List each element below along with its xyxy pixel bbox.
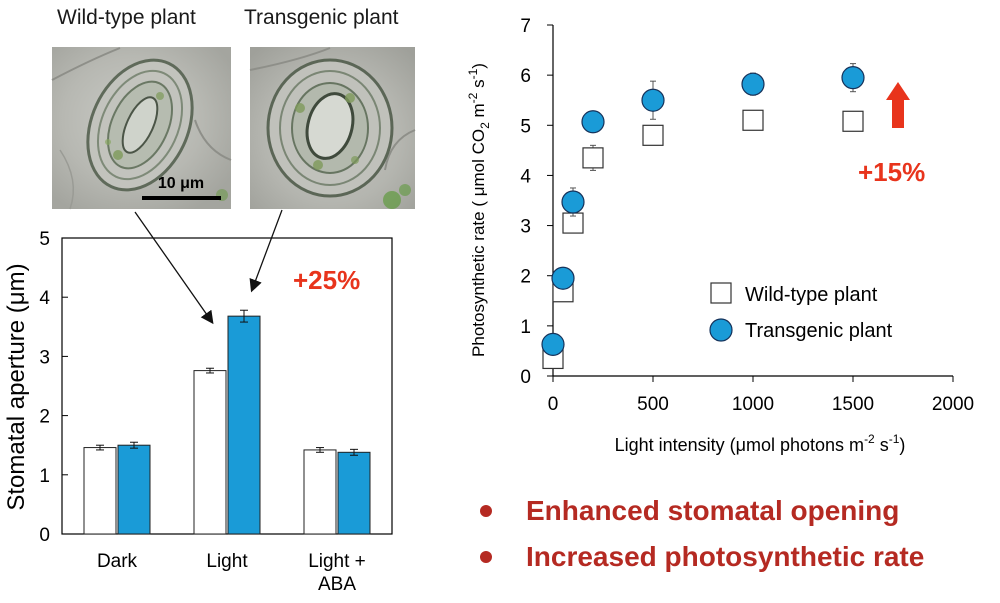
bar-y-tick-label: 0 xyxy=(39,525,50,546)
bar-category-label: Dark xyxy=(97,551,138,572)
scatter-y-tick-label: 7 xyxy=(520,16,531,37)
bar-y-tick-label: 3 xyxy=(39,347,50,368)
transgenic-point xyxy=(541,332,565,357)
scatter-y-tick-label: 3 xyxy=(520,217,531,238)
bullet-text: Enhanced stomatal opening xyxy=(526,495,900,526)
scatter-x-tick-label: 500 xyxy=(637,394,669,415)
wild-type-point xyxy=(742,109,764,131)
scatter-y-tick-label: 0 xyxy=(520,367,531,388)
bar-chart-annotation: +25% xyxy=(293,265,360,295)
scatter-x-axis-label: Light intensity (μmol photons m-2 s-1) xyxy=(615,432,906,455)
bar-y-tick-label: 2 xyxy=(39,407,50,428)
legend-transgenic-label: Transgenic plant xyxy=(745,320,893,342)
transgenic-point xyxy=(741,72,765,96)
wild-type-point xyxy=(582,147,604,169)
scatter-y-tick-label: 1 xyxy=(520,317,531,338)
transgenic-point xyxy=(561,190,585,214)
summary-bullets: Enhanced stomatal opening Increased phot… xyxy=(480,488,924,580)
scale-bar xyxy=(142,196,221,200)
bullet-item: Increased photosynthetic rate xyxy=(480,534,924,580)
transgenic-bar xyxy=(117,444,151,535)
wild-type-bar xyxy=(303,449,337,535)
bar-chart-y-axis-label: Stomatal aperture (μm) xyxy=(3,263,30,510)
bullet-text: Increased photosynthetic rate xyxy=(526,541,925,572)
legend-wild-type-marker xyxy=(710,282,732,304)
scatter-y-tick-label: 2 xyxy=(520,267,531,288)
bullet-dot xyxy=(480,505,492,517)
bullet-dot xyxy=(480,551,492,563)
transgenic-photo-label: Transgenic plant xyxy=(244,6,399,29)
scatter-x-tick-label: 1000 xyxy=(732,394,774,415)
scatter-legend: Wild-type plant Transgenic plant xyxy=(709,282,893,342)
transgenic-stomata-image xyxy=(249,47,416,209)
stomatal-aperture-bar-chart: Stomatal aperture (μm) +25% 0 1 2 3 4 5 Dark Li… xyxy=(3,229,393,595)
photosynthesis-scatter-chart: Photosynthetic rate ( μmol CO2 m-2 s-1) … xyxy=(466,16,974,455)
bullet-item: Enhanced stomatal opening xyxy=(480,488,924,534)
scatter-x-tick-label: 0 xyxy=(548,394,559,415)
transgenic-arrow xyxy=(249,209,283,293)
bar-y-tick-label: 4 xyxy=(39,288,50,309)
legend-wild-type-label: Wild-type plant xyxy=(745,284,878,306)
increase-arrow xyxy=(886,82,910,128)
scale-bar-label: 10 μm xyxy=(158,175,204,192)
bar-category-label: Light + ABA xyxy=(308,551,366,595)
bar-y-tick-label: 1 xyxy=(39,466,50,487)
wild-type-bar xyxy=(193,370,227,535)
wild-type-photo-label: Wild-type plant xyxy=(57,6,196,29)
transgenic-point xyxy=(581,110,605,134)
scatter-chart-annotation: +15% xyxy=(858,157,925,187)
wild-type-point xyxy=(642,124,664,146)
wild-type-point xyxy=(842,110,864,132)
transgenic-point xyxy=(841,66,865,90)
bar-category-label: Light xyxy=(206,551,248,572)
scatter-y-tick-label: 6 xyxy=(520,66,531,87)
bar-y-tick-label: 5 xyxy=(39,229,50,250)
wild-type-bar xyxy=(83,447,117,535)
scatter-y-tick-label: 5 xyxy=(520,116,531,137)
bar-chart-frame xyxy=(61,237,393,535)
transgenic-point xyxy=(641,88,665,112)
wild-type-arrow xyxy=(134,211,214,325)
transgenic-point xyxy=(551,266,575,290)
transgenic-bar xyxy=(227,315,261,535)
wild-type-stomata-image: 10 μm xyxy=(51,47,232,210)
scatter-y-tick-label: 4 xyxy=(520,166,531,187)
scatter-y-axis-label: Photosynthetic rate ( μmol CO2 m-2 s-1) xyxy=(466,63,492,357)
scatter-x-tick-label: 1500 xyxy=(832,394,874,415)
transgenic-bar xyxy=(337,451,371,535)
legend-transgenic-marker xyxy=(709,318,733,342)
scatter-x-tick-label: 2000 xyxy=(932,394,974,415)
